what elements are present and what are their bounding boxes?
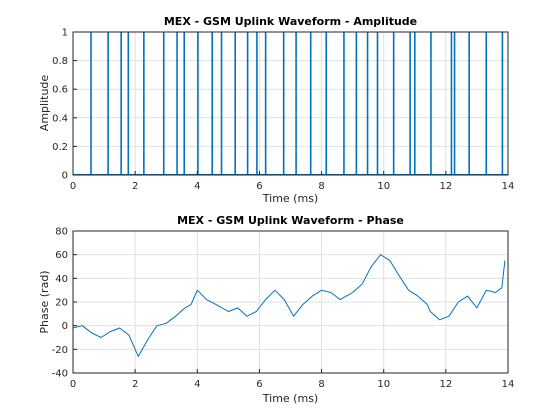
x-tick-label: 4 [194,379,200,390]
y-tick-label: 0.2 [52,142,68,153]
x-tick-label: 6 [256,379,262,390]
amplitude-plot: MEX - GSM Uplink Waveform - Amplitude Ti… [38,15,514,205]
x-tick-label: 6 [256,181,262,192]
y-tick-label: 1 [62,28,68,39]
x-tick-label: 14 [502,181,515,192]
x-tick-label: 2 [132,379,138,390]
y-tick-label: 0.4 [52,113,68,124]
y-tick-label: 40 [55,274,68,285]
x-tick-label: 0 [70,181,76,192]
phase-plot: MEX - GSM Uplink Waveform - Phase Time (… [38,214,514,405]
y-tick-label: 60 [55,250,68,261]
amplitude-xlabel: Time (ms) [262,192,318,205]
x-tick-label: 8 [318,379,324,390]
y-tick-label: 20 [55,298,68,309]
x-tick-label: 2 [132,181,138,192]
x-tick-label: 0 [70,379,76,390]
y-tick-label: 0.8 [52,56,68,67]
amplitude-ylabel: Amplitude [38,75,51,132]
y-tick-label: 0.6 [52,85,68,96]
x-tick-label: 10 [377,181,390,192]
y-tick-label: -40 [52,369,68,380]
y-tick-label: 80 [55,227,68,238]
axes-frame [72,31,509,176]
amplitude-title: MEX - GSM Uplink Waveform - Amplitude [164,15,417,28]
x-tick-label: 14 [502,379,515,390]
x-tick-label: 8 [318,181,324,192]
phase-xlabel: Time (ms) [262,392,318,405]
y-tick-label: 0 [62,171,68,182]
phase-title: MEX - GSM Uplink Waveform - Phase [177,214,404,227]
phase-ylabel: Phase (rad) [38,270,51,333]
x-tick-label: 10 [377,379,390,390]
x-tick-label: 12 [439,379,452,390]
y-tick-label: 0 [62,321,68,332]
phase-series-line [72,254,506,357]
x-tick-label: 4 [194,181,200,192]
x-tick-label: 12 [439,181,452,192]
y-tick-label: -20 [52,345,68,356]
